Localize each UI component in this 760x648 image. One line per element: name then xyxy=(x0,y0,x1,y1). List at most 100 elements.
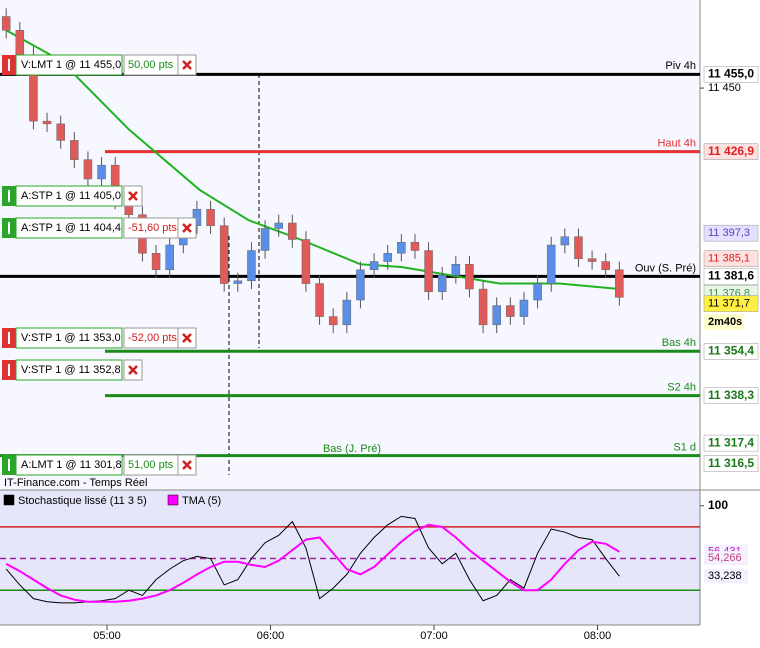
candle-body xyxy=(192,208,202,226)
order-cancel-cross xyxy=(182,460,192,470)
order-box xyxy=(15,217,123,239)
candle-body xyxy=(492,305,501,326)
order-text: V:STP 1 @ 11 352,8 xyxy=(21,364,121,376)
candle-body xyxy=(247,250,256,282)
level-label: Bas 4h xyxy=(662,337,696,349)
candle-body xyxy=(424,250,433,293)
price-label-box xyxy=(703,295,759,312)
indicator-panel xyxy=(0,490,700,625)
legend-swatch xyxy=(167,494,179,506)
price-panel xyxy=(0,0,700,490)
candle-body xyxy=(288,222,297,240)
order-text: A:LMT 1 @ 11 301,8 xyxy=(21,459,122,471)
order-text: V:LMT 1 @ 11 455,0 xyxy=(21,59,121,71)
candle-body xyxy=(83,159,93,180)
candle-body xyxy=(397,241,406,254)
order-tag: V:LMT 1 @ 11 455,0 50,00 pts xyxy=(2,54,197,76)
candle-body xyxy=(560,236,570,246)
order-box xyxy=(15,185,123,207)
price-label-box xyxy=(703,434,759,452)
countdown: 2m40s xyxy=(708,316,742,328)
candle-body xyxy=(519,299,529,317)
candle-body xyxy=(328,316,338,326)
order-box xyxy=(15,454,123,476)
candle-body xyxy=(356,269,365,301)
order-pts: 50,00 pts xyxy=(128,59,174,71)
legend-label: Stochastique lissé (11 3 5) xyxy=(18,495,147,507)
order-box xyxy=(15,359,123,381)
candle-body xyxy=(615,269,624,298)
annotation: Bas (J. Pré) xyxy=(323,443,381,455)
order-cancel-cross xyxy=(182,223,192,233)
order-box xyxy=(15,327,123,349)
moving-average xyxy=(5,29,620,291)
price-label-box xyxy=(703,387,759,404)
candle-body xyxy=(260,228,270,251)
x-tick-label: 07:00 xyxy=(420,630,448,642)
order-tag: V:STP 1 @ 11 353,0 -52,00 pts xyxy=(2,327,197,349)
candle-body xyxy=(506,305,515,317)
candle-body xyxy=(151,253,161,271)
order-box xyxy=(15,54,123,76)
candle-body xyxy=(451,264,461,276)
candle-body xyxy=(42,120,52,125)
countdown-box xyxy=(704,314,744,330)
price-label-box xyxy=(703,343,759,360)
price-label: 11 371,7 xyxy=(708,298,750,310)
price-label: 11 450 xyxy=(708,82,741,94)
level-label: Haut 4h xyxy=(657,138,696,150)
price-label: 11 317,4 xyxy=(708,435,754,449)
order-cancel-cross xyxy=(128,191,138,201)
order-tag: A:LMT 1 @ 11 301,8 51,00 pts xyxy=(2,454,197,476)
indicator-line xyxy=(5,515,620,604)
candle-body xyxy=(533,283,542,301)
order-tag: V:STP 1 @ 11 352,8 xyxy=(2,359,143,381)
price-label: 11 354,4 xyxy=(708,343,754,357)
price-label: 11 455,0 xyxy=(708,66,754,80)
order-cancel-cross xyxy=(128,365,138,375)
candle-body xyxy=(206,208,215,226)
legend-swatch xyxy=(3,494,15,506)
order-text: V:STP 1 @ 11 353,0 xyxy=(21,332,121,344)
indicator-label: 54,266 xyxy=(708,552,742,564)
indicator-label: 33,238 xyxy=(708,570,742,582)
indicator-label-box xyxy=(704,551,748,566)
source-label: IT-Finance.com - Temps Réel xyxy=(4,477,147,489)
price-label: 11 338,3 xyxy=(708,388,754,402)
price-label: 11 316,5 xyxy=(708,456,754,470)
price-label-box xyxy=(703,250,759,267)
candle-body xyxy=(219,225,229,284)
candle-body xyxy=(465,264,474,290)
price-label-box xyxy=(703,268,759,285)
candle-body xyxy=(15,30,25,56)
candle-body xyxy=(301,239,311,284)
candle-body xyxy=(369,261,379,271)
price-label-box xyxy=(703,143,759,160)
candle-body xyxy=(587,258,597,262)
candle-body xyxy=(383,253,392,262)
price-label-box xyxy=(703,66,759,83)
candle-body xyxy=(70,140,79,160)
price-label-box xyxy=(703,455,759,472)
level-label: S1 d xyxy=(673,441,696,453)
x-tick-label: 08:00 xyxy=(584,630,612,642)
order-pts: -52,00 pts xyxy=(128,332,177,344)
order-text: A:STP 1 @ 11 405,0 xyxy=(21,190,121,202)
price-label: 11 381,6 xyxy=(708,269,754,283)
candle-body xyxy=(410,241,420,251)
level-label: Piv 4h xyxy=(665,60,696,72)
candle-body xyxy=(437,275,447,293)
candle-body xyxy=(315,283,324,317)
price-label-box xyxy=(703,224,759,242)
candle-body xyxy=(478,288,488,326)
order-tag: A:STP 1 @ 11 404,4 -51,60 pts xyxy=(2,217,197,239)
price-label: 11 385,1 xyxy=(708,253,750,265)
candle-body xyxy=(274,222,283,229)
order-pts: -51,60 pts xyxy=(128,222,177,234)
candle-body xyxy=(1,16,11,31)
legend-label: TMA (5) xyxy=(182,495,221,507)
indicator-line xyxy=(5,523,620,603)
order-pts: 51,00 pts xyxy=(128,459,174,471)
order-cancel-cross xyxy=(182,60,192,70)
